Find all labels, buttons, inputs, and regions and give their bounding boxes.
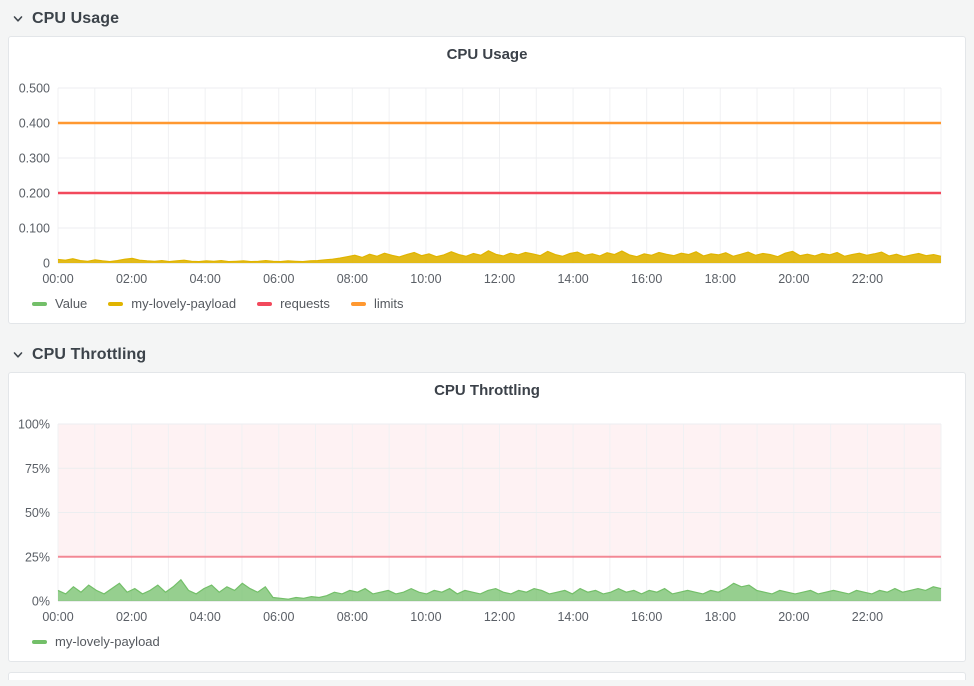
svg-text:0%: 0% <box>32 595 50 609</box>
legend-label: Value <box>55 296 88 311</box>
legend-swatch <box>350 301 366 306</box>
legend-label: my-lovely-payload <box>55 634 160 649</box>
svg-text:0.100: 0.100 <box>19 222 50 236</box>
legend-label: requests <box>280 296 330 311</box>
svg-text:04:00: 04:00 <box>190 272 221 286</box>
svg-text:100%: 100% <box>18 418 50 432</box>
svg-text:12:00: 12:00 <box>484 610 515 624</box>
legend-swatch <box>257 301 273 306</box>
legend-item-my-lovely-payload[interactable]: my-lovely-payload <box>108 296 236 311</box>
panel-title-cpu-throttling: CPU Throttling <box>434 382 540 399</box>
panel-title-cpu-usage: CPU Usage <box>446 46 528 63</box>
svg-text:06:00: 06:00 <box>263 272 294 286</box>
svg-text:25%: 25% <box>25 550 50 564</box>
svg-text:20:00: 20:00 <box>778 610 809 624</box>
svg-text:12:00: 12:00 <box>484 272 515 286</box>
row-header-cpu-throttling[interactable]: CPU Throttling <box>0 336 974 372</box>
svg-text:22:00: 22:00 <box>852 272 883 286</box>
svg-text:0.500: 0.500 <box>19 82 50 96</box>
chevron-down-icon <box>13 16 23 22</box>
svg-text:10:00: 10:00 <box>410 610 441 624</box>
row-title-cpu-usage: CPU Usage <box>32 10 120 27</box>
svg-text:02:00: 02:00 <box>116 272 147 286</box>
cpu-throttling-chart[interactable]: 0% 25% 50% 75% 100% 00:00 02:00 04:00 06:00 08:00… <box>9 402 965 633</box>
row-header-cpu-usage[interactable]: CPU Usage <box>0 0 974 36</box>
svg-text:02:00: 02:00 <box>116 610 147 624</box>
svg-text:00:00: 00:00 <box>42 272 73 286</box>
svg-text:50%: 50% <box>25 506 50 520</box>
svg-text:0.300: 0.300 <box>19 152 50 166</box>
svg-text:08:00: 08:00 <box>337 610 368 624</box>
svg-text:0.400: 0.400 <box>19 117 50 131</box>
svg-text:16:00: 16:00 <box>631 272 662 286</box>
svg-text:06:00: 06:00 <box>263 610 294 624</box>
cpu-usage-chart[interactable]: 0 0.100 0.200 0.300 0.400 0.500 00:00 02:00 04:0… <box>9 66 965 295</box>
svg-text:18:00: 18:00 <box>705 272 736 286</box>
row-title-cpu-throttling: CPU Throttling <box>32 346 147 363</box>
svg-text:20:00: 20:00 <box>778 272 809 286</box>
legend-item-requests[interactable]: requests <box>257 296 330 311</box>
svg-text:04:00: 04:00 <box>190 610 221 624</box>
svg-text:0.200: 0.200 <box>19 187 50 201</box>
svg-text:75%: 75% <box>25 462 50 476</box>
svg-text:14:00: 14:00 <box>557 272 588 286</box>
svg-text:14:00: 14:00 <box>557 610 588 624</box>
chevron-down-icon <box>13 352 23 358</box>
legend-item-limits[interactable]: limits <box>350 296 404 311</box>
legend-swatch <box>32 301 47 306</box>
legend-swatch <box>108 301 124 306</box>
next-panel-edge <box>8 672 966 680</box>
svg-text:16:00: 16:00 <box>631 610 662 624</box>
svg-text:10:00: 10:00 <box>410 272 441 286</box>
panel-cpu-throttling: CPU Throttling 0% 25% 50% 75% 100% 00:00 02:00… <box>8 372 966 662</box>
legend-swatch <box>32 639 47 644</box>
svg-text:08:00: 08:00 <box>337 272 368 286</box>
svg-text:18:00: 18:00 <box>705 610 736 624</box>
svg-text:0: 0 <box>43 257 50 271</box>
svg-text:00:00: 00:00 <box>42 610 73 624</box>
svg-text:22:00: 22:00 <box>852 610 883 624</box>
legend-item-my-lovely-payload[interactable]: my-lovely-payload <box>32 634 160 649</box>
legend-label: my-lovely-payload <box>131 296 237 311</box>
panel-cpu-usage: CPU Usage 0 0.100 0.200 0.300 0.400 0.500 00:0… <box>8 36 966 324</box>
cpu-throttling-legend: my-lovely-payload <box>9 633 965 661</box>
legend-label: limits <box>373 296 404 311</box>
cpu-usage-legend: Value my-lovely-payload requests limits <box>9 295 965 323</box>
legend-item-value[interactable]: Value <box>32 296 87 311</box>
